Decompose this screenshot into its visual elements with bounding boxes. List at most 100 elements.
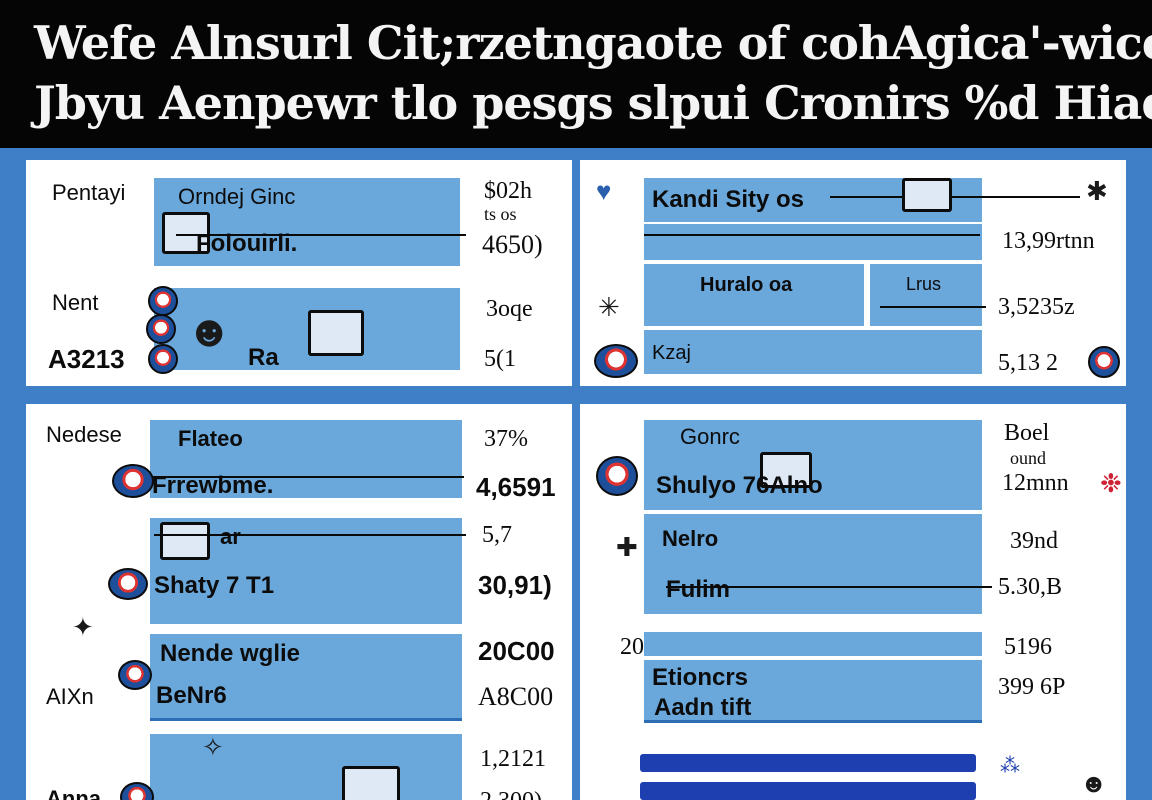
divider-line xyxy=(176,234,466,236)
bar-label: BeNr6 xyxy=(156,682,227,709)
header-title-line-2: Jbyu Aenpewr tlo pesgs slpui Cronirs %d … xyxy=(34,76,1152,130)
ink-sketch-icon: ✚ xyxy=(616,532,638,562)
bar-label: Shulyo 76Alno xyxy=(656,472,823,499)
value-text: 5(1 xyxy=(484,346,516,372)
bar-label: Ra xyxy=(248,344,279,371)
value-text: 4650) xyxy=(482,230,543,259)
header-banner: Wefe Alnsurl Cit;rzetngaote of cohAgica'… xyxy=(0,0,1152,148)
value-text: $02h xyxy=(484,178,532,204)
value-text: 12mnn xyxy=(1002,470,1069,496)
value-text: 39nd xyxy=(1010,528,1058,554)
bar-label: Fulim xyxy=(666,576,730,603)
data-bar xyxy=(150,634,462,721)
bar-label: Nelro xyxy=(662,526,719,551)
bar-label: Huralo oa xyxy=(700,274,793,296)
data-bar xyxy=(150,734,462,800)
ink-sketch-icon: ✦ xyxy=(72,612,94,642)
data-bar xyxy=(644,264,864,326)
bar-label: Gonrc xyxy=(680,424,740,449)
tv-icon xyxy=(760,452,812,488)
divider-line xyxy=(830,196,1080,198)
ink-sketch-icon: ☻ xyxy=(1080,768,1108,798)
portrait-sketch-icon: ☻ xyxy=(186,307,233,356)
data-bar xyxy=(644,632,982,656)
row-label: Nedese xyxy=(46,422,122,447)
value-text: ts os xyxy=(484,204,517,224)
ink-sketch-icon: ✳ xyxy=(598,292,620,322)
bar-label: Shaty 7 T1 xyxy=(154,572,275,599)
bar-label: Lrus xyxy=(906,274,942,294)
value-text: 30,91) xyxy=(478,570,552,600)
tv-icon xyxy=(160,522,210,560)
data-bar xyxy=(644,420,982,510)
header-title-line-1: Wefe Alnsurl Cit;rzetngaote of cohAgica'… xyxy=(34,16,1152,70)
value-text: 3oqe xyxy=(486,296,533,322)
value-text: 37% xyxy=(484,426,528,452)
panel-top-right: ♥ Kandi Sity os ✱ 13,99rtnn Huralo oa Lr… xyxy=(580,160,1126,386)
team-badge-icon xyxy=(594,344,638,378)
ink-sketch-icon: ✧ xyxy=(202,732,224,762)
team-badge-icon xyxy=(148,344,178,374)
bar-label: Kzaj xyxy=(652,342,691,364)
divider-line xyxy=(152,476,464,478)
flag-icon xyxy=(308,310,364,356)
divider-line xyxy=(644,234,980,236)
ink-sketch-icon: ❉ xyxy=(1100,468,1122,498)
panel-bottom-left: Nedese Flateo 37% Frrewbme. 4,6591 ar 5,… xyxy=(26,404,572,800)
value-text: ound xyxy=(1010,448,1046,468)
value-text: 5.30,B xyxy=(998,574,1063,600)
value-text: 20C00 xyxy=(478,636,555,666)
nav-strip xyxy=(640,782,976,800)
row-label: A3213 xyxy=(48,344,125,374)
team-badge-icon xyxy=(108,568,148,600)
row-label: Nent xyxy=(52,290,99,315)
bar-label: Kandi Sity os xyxy=(652,186,805,213)
value-text: Boel xyxy=(1004,420,1050,446)
value-text: 3,5235z xyxy=(998,294,1075,320)
data-bar xyxy=(154,288,460,370)
value-text: A8C00 xyxy=(478,682,554,711)
value-text: 5,13 2 xyxy=(998,350,1058,376)
bar-sublabel: Aadn tift xyxy=(654,694,752,721)
data-bar xyxy=(644,224,982,260)
divider-line xyxy=(880,306,986,308)
value-text: 4,6591 xyxy=(476,472,556,502)
heart-icon: ♥ xyxy=(596,176,612,206)
bar-label: Etioncrs xyxy=(652,664,749,691)
row-label: Pentayi xyxy=(52,180,126,205)
team-badge-icon xyxy=(112,464,154,498)
value-text: 399 6P xyxy=(998,674,1066,700)
value-text: 5196 xyxy=(1004,634,1052,660)
panel-bottom-right: Gonrc Boel ound 12mnn Shulyo 76Alno ❉ Ne… xyxy=(580,404,1126,800)
divider-line xyxy=(154,534,466,536)
data-bar xyxy=(644,660,982,723)
data-bar xyxy=(644,514,982,614)
divider-line xyxy=(666,586,992,588)
team-badge-icon xyxy=(146,314,176,344)
panel-top-left: Pentayi Orndej Ginc Folouirli. $02h ts o… xyxy=(26,160,572,386)
row-label: AIXn xyxy=(46,684,94,709)
team-badge-icon xyxy=(1088,346,1120,378)
bar-label: Flateo xyxy=(178,426,243,451)
data-bar xyxy=(644,330,982,374)
value-text: 13,99rtnn xyxy=(1002,228,1095,254)
bar-label: ar xyxy=(220,524,241,549)
ink-sketch-icon: ⁂ xyxy=(1000,755,1020,777)
team-badge-icon xyxy=(148,286,178,316)
ink-sketch-icon: ✱ xyxy=(1086,176,1108,206)
data-bar xyxy=(150,420,462,498)
bar-label: Orndej Ginc xyxy=(178,184,296,209)
screen-icon xyxy=(902,178,952,212)
tv-icon xyxy=(162,212,210,254)
team-badge-icon xyxy=(120,782,154,800)
team-badge-icon xyxy=(596,456,638,496)
value-text: 20 xyxy=(620,634,644,660)
nav-strip xyxy=(640,754,976,772)
bar-label: Nende wglie xyxy=(160,640,301,667)
value-text: 1,2121 xyxy=(480,746,546,772)
row-label: Anna xyxy=(46,786,101,800)
team-badge-icon xyxy=(118,660,152,690)
value-text: 2,300) xyxy=(480,788,542,800)
value-text: 5,7 xyxy=(482,522,512,548)
